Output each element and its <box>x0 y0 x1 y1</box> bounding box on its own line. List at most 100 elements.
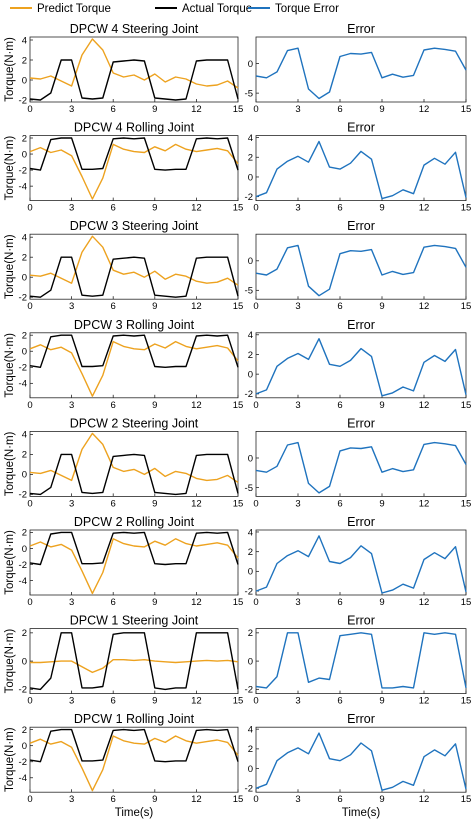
x-tick-label: 6 <box>337 400 342 411</box>
y-tick-label: 0 <box>248 764 253 775</box>
y-tick-label: 4 <box>22 233 27 244</box>
x-tick-label: 3 <box>295 104 300 115</box>
x-tick-label: 12 <box>191 203 202 214</box>
x-tick-label: 3 <box>295 301 300 312</box>
y-axis-label: Torque(N·m) <box>4 431 16 496</box>
y-tick-label: -5 <box>245 286 253 297</box>
series-line-predict-torque <box>29 38 239 89</box>
series-line-predict-torque <box>29 538 239 595</box>
y-tick-label: 2 <box>22 253 27 264</box>
series-line-torque-error <box>255 632 467 689</box>
y-tick-label: 0 <box>22 470 27 481</box>
x-tick-label: 6 <box>337 498 342 509</box>
y-tick-label: -5 <box>245 483 253 494</box>
legend-label: Torque Error <box>275 3 339 15</box>
x-tick-label: 15 <box>233 498 244 509</box>
torque-panel-5: DPCW 2 Rolling Joint -4 -2 0 2 0 3 6 9 12 15 Torque… <box>4 515 243 608</box>
series-line-torque-error <box>255 535 467 594</box>
x-tick-label: 3 <box>69 696 74 707</box>
y-tick-label: -4 <box>19 576 27 587</box>
x-tick-label: 15 <box>461 301 472 312</box>
x-tick-label: 3 <box>295 400 300 411</box>
series-line-actual-torque <box>29 728 239 763</box>
y-tick-label: -2 <box>19 293 27 304</box>
series-line-torque-error <box>255 47 467 100</box>
x-tick-label: 15 <box>233 301 244 312</box>
x-tick-label: 3 <box>69 400 74 411</box>
y-tick-label: 0 <box>22 149 27 160</box>
x-tick-label: 0 <box>27 400 32 411</box>
x-tick-label: 6 <box>111 203 116 214</box>
y-tick-label: 2 <box>248 628 253 639</box>
panel-title: Error <box>347 318 375 332</box>
error-panel-0: Error-500 3 6 9 12 15 <box>245 22 472 115</box>
series-line-actual-torque <box>29 59 239 101</box>
y-axis-label: Torque(N·m) <box>4 333 16 398</box>
x-tick-label: 15 <box>461 203 472 214</box>
panel-title: DPCW 4 Rolling Joint <box>74 121 195 135</box>
y-tick-label: -2 <box>19 757 27 768</box>
x-tick-label: 12 <box>191 301 202 312</box>
x-tick-label: 12 <box>419 794 430 805</box>
panel-title: DPCW 3 Steering Joint <box>70 219 199 233</box>
y-tick-label: 4 <box>248 527 253 538</box>
panel-title: DPCW 1 Rolling Joint <box>74 712 195 726</box>
x-tick-label: 3 <box>69 498 74 509</box>
x-tick-label: 9 <box>152 400 157 411</box>
x-tick-label: 3 <box>295 203 300 214</box>
x-tick-label: 12 <box>419 104 430 115</box>
x-tick-label: 12 <box>191 597 202 608</box>
x-tick-label: 9 <box>379 301 384 312</box>
series-line-actual-torque <box>29 137 239 171</box>
panel-title: Error <box>347 614 375 628</box>
x-tick-label: 15 <box>233 794 244 805</box>
y-tick-label: 2 <box>248 547 253 558</box>
series-line-predict-torque <box>29 143 239 200</box>
y-tick-label: 0 <box>22 347 27 358</box>
y-tick-label: -2 <box>245 784 253 795</box>
x-tick-label: 12 <box>419 301 430 312</box>
x-tick-label: 9 <box>152 104 157 115</box>
y-tick-label: 4 <box>248 133 253 144</box>
y-tick-label: -4 <box>19 379 27 390</box>
panel-title: Error <box>347 416 375 430</box>
axes-frame <box>29 36 239 103</box>
x-tick-label: 3 <box>295 498 300 509</box>
y-tick-label: -2 <box>19 363 27 374</box>
x-tick-label: 12 <box>191 104 202 115</box>
y-tick-label: 2 <box>22 331 27 342</box>
x-tick-label: 12 <box>191 696 202 707</box>
x-tick-label: 0 <box>253 498 258 509</box>
x-axis-label: Time(s) <box>342 807 381 819</box>
y-tick-label: 0 <box>22 273 27 284</box>
x-tick-label: 6 <box>337 301 342 312</box>
y-tick-label: 2 <box>248 153 253 164</box>
x-tick-label: 12 <box>191 400 202 411</box>
y-axis-label: Torque(N·m) <box>4 629 16 694</box>
x-tick-label: 0 <box>253 794 258 805</box>
x-tick-label: 6 <box>111 597 116 608</box>
x-tick-label: 9 <box>379 400 384 411</box>
series-line-actual-torque <box>29 334 239 368</box>
x-tick-label: 15 <box>461 498 472 509</box>
series-line-predict-torque <box>29 735 239 792</box>
x-tick-label: 6 <box>111 696 116 707</box>
y-axis-label: Torque(N·m) <box>4 530 16 595</box>
x-tick-label: 0 <box>253 301 258 312</box>
x-tick-label: 9 <box>379 203 384 214</box>
x-tick-label: 12 <box>419 400 430 411</box>
axes-frame <box>255 135 467 202</box>
series-line-predict-torque <box>29 235 239 286</box>
series-line-predict-torque <box>29 340 239 397</box>
y-tick-label: 0 <box>248 59 253 70</box>
legend-label: Actual Torque <box>182 3 252 15</box>
x-tick-label: 9 <box>379 696 384 707</box>
x-tick-label: 0 <box>253 203 258 214</box>
series-line-torque-error <box>255 441 467 494</box>
x-tick-label: 9 <box>152 597 157 608</box>
